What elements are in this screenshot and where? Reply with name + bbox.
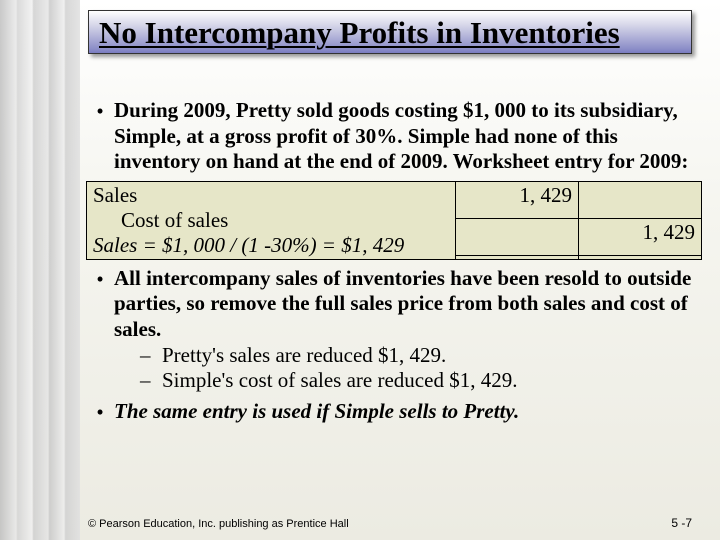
bullet-1: • During 2009, Pretty sold goods costing… [86, 98, 702, 175]
journal-entry-table: Sales Cost of sales Sales = $1, 000 / (1… [86, 181, 702, 260]
slide-number: 5 -7 [671, 516, 692, 530]
dash-marker: – [140, 368, 162, 393]
dash-marker: – [140, 343, 162, 368]
content-area: • During 2009, Pretty sold goods costing… [86, 98, 702, 431]
row2-credit: 1, 429 [579, 218, 702, 255]
row2-label: Cost of sales [93, 208, 449, 233]
title-box: No Intercompany Profits in Inventories [88, 10, 692, 54]
row3-debit [456, 255, 579, 259]
bullet-3: • The same entry is used if Simple sells… [86, 399, 702, 425]
table-labels-cell: Sales Cost of sales Sales = $1, 000 / (1… [87, 181, 456, 259]
row3-credit [579, 255, 702, 259]
sub-bullet-1: – Pretty's sales are reduced $1, 429. [140, 343, 702, 368]
bullet-marker: • [86, 399, 114, 425]
sidebar-decoration [0, 0, 80, 540]
row1-credit [579, 181, 702, 218]
table-row: Sales Cost of sales Sales = $1, 000 / (1… [87, 181, 702, 218]
sub-bullet-2: – Simple's cost of sales are reduced $1,… [140, 368, 702, 393]
bullet-3-text: The same entry is used if Simple sells t… [114, 399, 519, 425]
sub1-text: Pretty's sales are reduced $1, 429. [162, 343, 446, 368]
row1-debit: 1, 429 [456, 181, 579, 218]
row1-label: Sales [93, 183, 137, 207]
bullet-1-text: During 2009, Pretty sold goods costing $… [114, 98, 702, 175]
bullet-marker: • [86, 98, 114, 124]
row2-debit [456, 218, 579, 255]
bullet-2: • All intercompany sales of inventories … [86, 266, 702, 393]
slide-title: No Intercompany Profits in Inventories [99, 15, 681, 51]
bullet-2-text: All intercompany sales of inventories ha… [114, 266, 702, 343]
copyright-text: © Pearson Education, Inc. publishing as … [88, 518, 349, 530]
calc-text: Sales = $1, 000 / (1 -30%) = $1, 429 [93, 233, 404, 257]
sub2-text: Simple's cost of sales are reduced $1, 4… [162, 368, 517, 393]
bullet-marker: • [86, 266, 114, 292]
